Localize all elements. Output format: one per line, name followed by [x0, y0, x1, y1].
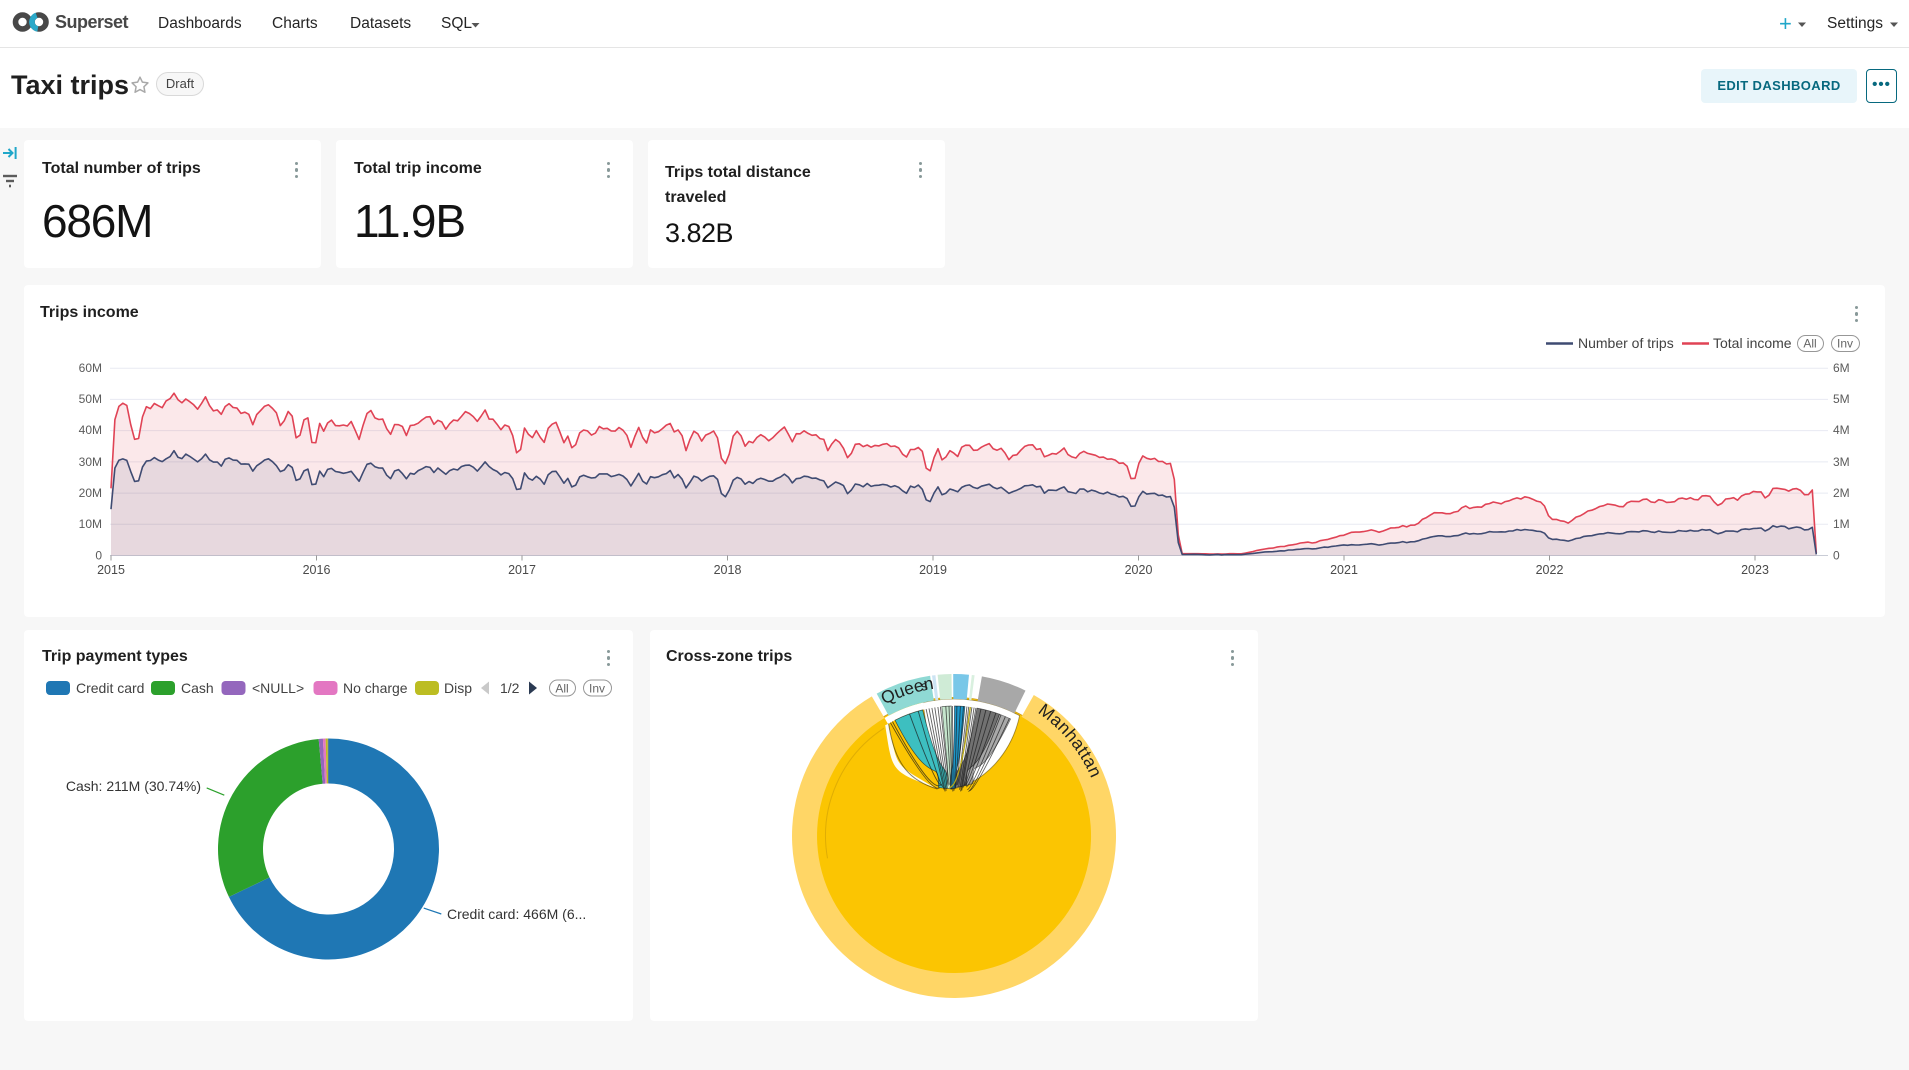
svg-text:2020: 2020: [1125, 563, 1153, 577]
svg-text:40M: 40M: [79, 423, 102, 437]
svg-text:2017: 2017: [508, 563, 536, 577]
svg-text:s: s: [919, 678, 929, 694]
svg-text:Credit card: Credit card: [76, 680, 144, 696]
svg-text:Disp: Disp: [444, 680, 472, 696]
svg-text:All: All: [555, 682, 568, 696]
svg-text:2021: 2021: [1330, 563, 1358, 577]
svg-text:Inv: Inv: [589, 682, 605, 696]
svg-text:0: 0: [95, 549, 102, 563]
svg-text:2019: 2019: [919, 563, 947, 577]
svg-text:1M: 1M: [1833, 517, 1850, 531]
svg-text:Number of trips: Number of trips: [1578, 335, 1674, 351]
svg-text:2022: 2022: [1536, 563, 1564, 577]
svg-text:50M: 50M: [79, 392, 102, 406]
svg-text:2018: 2018: [714, 563, 742, 577]
svg-text:2016: 2016: [303, 563, 331, 577]
svg-text:2M: 2M: [1833, 486, 1850, 500]
svg-text:6M: 6M: [1833, 361, 1850, 375]
svg-text:Inv: Inv: [1837, 337, 1853, 351]
svg-text:Cash: Cash: [181, 680, 214, 696]
svg-text:Cash: 211M (30.74%): Cash: 211M (30.74%): [66, 778, 201, 794]
svg-text:2023: 2023: [1741, 563, 1769, 577]
svg-text:30M: 30M: [79, 455, 102, 469]
svg-text:No charge: No charge: [343, 680, 408, 696]
svg-text:3M: 3M: [1833, 455, 1850, 469]
svg-text:0: 0: [1833, 549, 1840, 563]
svg-text:4M: 4M: [1833, 423, 1850, 437]
svg-text:Credit card: 466M (6...: Credit card: 466M (6...: [447, 906, 586, 922]
svg-text:All: All: [1803, 337, 1816, 351]
svg-text:Total income: Total income: [1713, 335, 1792, 351]
svg-text:10M: 10M: [79, 517, 102, 531]
svg-text:60M: 60M: [79, 361, 102, 375]
svg-text:<NULL>: <NULL>: [252, 680, 304, 696]
svg-text:2015: 2015: [97, 563, 125, 577]
svg-text:5M: 5M: [1833, 392, 1850, 406]
svg-text:20M: 20M: [79, 486, 102, 500]
svg-text:1/2: 1/2: [500, 680, 520, 696]
